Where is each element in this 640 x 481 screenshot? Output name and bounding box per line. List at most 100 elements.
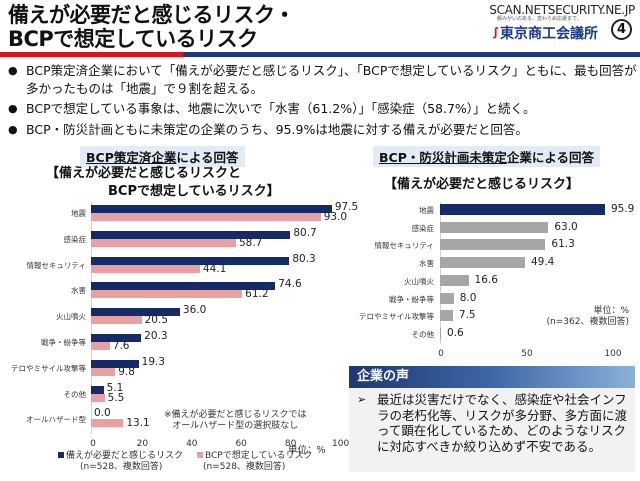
summary-bullets: ● BCP策定済企業において「備えが必要だと感じるリスク」、「BCPで想定してい… bbox=[8, 62, 638, 141]
bullet-dot-icon: ● bbox=[8, 64, 18, 77]
left-chart-category-label: オールハザード型 bbox=[26, 415, 86, 425]
bullet-item: ● BCP策定済企業において「備えが必要だと感じるリスク」、「BCPで想定してい… bbox=[8, 62, 638, 97]
left-chart-value-label: 61.2 bbox=[245, 288, 269, 301]
right-chart-bar bbox=[440, 221, 549, 233]
left-chart-value-label: 20.5 bbox=[144, 314, 169, 327]
page-title: 備えが必要だと感じるリスク・ BCPで想定しているリスク bbox=[8, 3, 295, 51]
right-chart-bar bbox=[440, 257, 525, 269]
left-chart-value-label: 36.0 bbox=[182, 304, 207, 317]
left-chart-value-label: 97.5 bbox=[334, 201, 359, 213]
bullet-item: ● BCP・防災計画ともに未策定の企業のうち、95.9%は地震に対する備えが必要… bbox=[8, 121, 638, 139]
right-chart-value-label: 95.9 bbox=[610, 203, 635, 215]
logo-mark-icon: ꭍ bbox=[493, 25, 499, 42]
left-chart-value-label: 19.3 bbox=[141, 355, 166, 368]
legend-swatch-bcp bbox=[197, 452, 203, 458]
left-chart-bar-need bbox=[91, 205, 332, 213]
left-chart-unit: 単位：% bbox=[288, 445, 326, 456]
left-chart-bar-bcp bbox=[91, 238, 236, 247]
legend-item-need: 備えが必要だと感じるリスク (n=528、複数回答) bbox=[58, 451, 183, 473]
right-section-heading-underlined: BCP・防災計画未策定 bbox=[379, 150, 507, 165]
legend-sub-bcp: (n=528、複数回答) bbox=[203, 462, 286, 472]
left-chart-category-label: 水害 bbox=[71, 286, 86, 296]
right-chart-category-label: 水害 bbox=[419, 259, 434, 269]
left-chart-value-label: 7.6 bbox=[112, 340, 130, 352]
company-voice-box: 企業の声 ➢ 最近は災害だけでなく、感染症や社会インフラの老朽化等、リスクが多分… bbox=[349, 366, 635, 472]
right-chart-bar bbox=[440, 292, 454, 304]
logo-tagline: 頼みがいのある、変わらぬ応援まで。 bbox=[497, 16, 582, 22]
arrow-bullet-icon: ➢ bbox=[357, 393, 367, 406]
right-chart-value-label: 61.3 bbox=[551, 238, 575, 251]
company-voice-text: 最近は災害だけでなく、感染症や社会インフラの老朽化等、リスクが多分野、多方面に渡… bbox=[377, 392, 628, 454]
header-stripe-blue bbox=[183, 52, 640, 57]
page-title-line1: 備えが必要だと感じるリスク・ bbox=[8, 3, 295, 27]
left-chart-category-label: 戦争・紛争等 bbox=[41, 338, 86, 347]
left-section-heading-underlined: BCP策定済企業 bbox=[86, 150, 177, 165]
left-chart-value-label: 80.7 bbox=[293, 226, 317, 239]
legend-sub-need: (n=528、複数回答) bbox=[80, 462, 163, 472]
right-chart-category-label: 情報セキュリティ bbox=[374, 241, 434, 251]
right-chart-axis-line bbox=[440, 202, 441, 344]
left-chart-bar-bcp bbox=[91, 290, 243, 299]
right-chart-bar bbox=[440, 239, 546, 251]
left-chart-x-tick: 0 bbox=[90, 439, 96, 449]
legend-label-need: 備えが必要だと感じるリスク bbox=[66, 451, 184, 461]
left-section-heading: BCP策定済企業による回答 bbox=[80, 146, 245, 167]
left-chart-value-label: 20.3 bbox=[144, 330, 168, 342]
right-section-heading-rest: 企業による回答 bbox=[506, 150, 595, 165]
right-chart-bar bbox=[440, 327, 442, 339]
bullet-text: BCP策定済企業において「備えが必要だと感じるリスク」、「BCPで想定しているリ… bbox=[26, 63, 637, 96]
right-chart-category-label: 戦争・紛争等 bbox=[389, 294, 434, 304]
bullet-dot-icon: ● bbox=[8, 122, 18, 136]
legend-swatch-need bbox=[58, 452, 64, 458]
left-chart-bar-need bbox=[91, 230, 291, 239]
left-chart-category-label: 地震 bbox=[71, 209, 86, 218]
left-chart-bar-need bbox=[91, 385, 104, 394]
left-chart-bar-bcp bbox=[91, 213, 321, 221]
left-chart-x-tick: 20 bbox=[136, 439, 149, 449]
left-chart-note-line1: ※備えが必要だと感じるリスクでは bbox=[164, 410, 307, 420]
company-voice-title: 企業の声 bbox=[349, 366, 635, 388]
right-chart-bar bbox=[440, 310, 453, 322]
legend-item-bcp: BCPで想定しているリスク (n=528、複数回答) bbox=[197, 451, 312, 473]
right-chart-value-label: 7.5 bbox=[458, 309, 476, 322]
right-chart-category-label: テロやミサイル攻撃等 bbox=[359, 312, 434, 322]
company-voice-body: ➢ 最近は災害だけでなく、感染症や社会インフラの老朽化等、リスクが多分野、多方面… bbox=[349, 388, 635, 454]
right-chart-value-label: 63.0 bbox=[554, 220, 578, 233]
left-chart-value-label: 5.5 bbox=[107, 391, 125, 404]
bullet-text: BCP・防災計画ともに未策定の企業のうち、95.9%は地震に対する備えが必要だと… bbox=[26, 121, 528, 137]
right-chart-bar bbox=[440, 204, 605, 215]
left-chart-category-label: 火山噴火 bbox=[56, 312, 86, 322]
left-chart-bar-need bbox=[91, 282, 276, 291]
right-chart-unit-block: 単位：% (n=362、複数回答) bbox=[537, 306, 629, 328]
left-chart-title-line2: BCPで想定しているリスク】 bbox=[108, 184, 280, 199]
left-chart-value-label: 9.8 bbox=[118, 365, 135, 378]
logo-text: 東京商工会議所 bbox=[500, 26, 599, 42]
left-chart-x-tick: 80 bbox=[284, 439, 297, 449]
left-chart-value-label: 74.6 bbox=[278, 278, 302, 291]
left-chart-value-label: 13.1 bbox=[126, 417, 150, 430]
left-chart-category-label: テロやミサイル攻撃等 bbox=[11, 363, 86, 373]
legend-label-bcp: BCPで想定しているリスク bbox=[205, 451, 313, 461]
left-chart-bar-bcp bbox=[91, 367, 116, 376]
left-chart-bar-need bbox=[91, 256, 290, 265]
right-chart-value-label: 16.6 bbox=[474, 273, 498, 286]
bullet-dot-icon: ● bbox=[8, 102, 18, 115]
left-chart-x-tick: 40 bbox=[186, 439, 198, 449]
left-chart-bar-bcp bbox=[91, 393, 105, 402]
right-chart-n: (n=362、複数回答) bbox=[546, 317, 629, 327]
right-chart-bar bbox=[440, 274, 469, 286]
left-section-heading-rest: による回答 bbox=[176, 150, 239, 165]
right-chart-value-label: 0.6 bbox=[447, 326, 464, 339]
right-chart-category-label: その他 bbox=[411, 329, 435, 339]
watermark: SCAN.NETSECURITY.NE.JP bbox=[489, 3, 635, 17]
left-chart-value-label: 80.3 bbox=[292, 252, 316, 265]
right-chart-x-tick: 50 bbox=[521, 349, 533, 359]
right-chart-title: 【備えが必要だと感じるリスク】 bbox=[384, 177, 580, 192]
left-chart-value-label: 44.1 bbox=[202, 262, 227, 275]
page-number: 4 bbox=[611, 19, 632, 40]
left-chart-title-line1: 【備えが必要だと感じるリスクと bbox=[46, 166, 242, 181]
left-chart-value-label: 58.7 bbox=[238, 236, 263, 249]
left-chart-bar-bcp bbox=[91, 264, 200, 273]
left-chart-value-label: 0.0 bbox=[94, 407, 111, 420]
right-chart-value-label: 8.0 bbox=[459, 291, 477, 304]
